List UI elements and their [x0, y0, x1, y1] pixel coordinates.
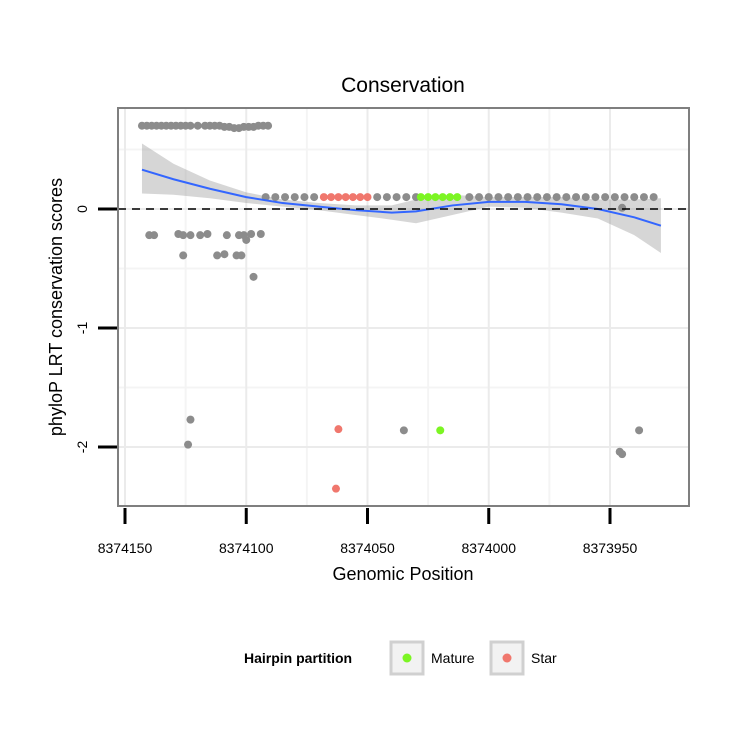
point-other	[256, 229, 265, 238]
point-mature	[431, 193, 440, 202]
point-other	[247, 229, 256, 238]
y-axis: 0 -1 -2	[74, 205, 117, 453]
point-other	[213, 251, 222, 260]
point-other	[150, 231, 159, 240]
plot-panel	[117, 107, 690, 507]
point-other	[513, 193, 522, 202]
point-other	[281, 193, 290, 202]
point-other	[310, 193, 319, 202]
x-axis: 8374150 8374100 8374050 8374000 8373950	[98, 508, 638, 556]
point-mature	[438, 193, 447, 202]
panel-background	[118, 108, 689, 506]
point-other	[552, 193, 561, 202]
point-other	[186, 231, 195, 240]
chart-title: Conservation	[341, 74, 465, 97]
point-other	[271, 193, 280, 202]
point-other	[196, 231, 205, 240]
point-other	[618, 203, 627, 212]
point-other	[179, 251, 188, 260]
point-other	[382, 193, 391, 202]
minor-gridlines	[118, 108, 689, 506]
point-other	[184, 440, 193, 449]
point-other	[465, 193, 474, 202]
smooth-line	[141, 168, 662, 227]
point-other	[392, 193, 401, 202]
point-other	[242, 235, 251, 244]
point-other	[237, 251, 246, 260]
y-tick-label: -2	[74, 441, 90, 454]
point-other	[222, 231, 231, 240]
point-other	[203, 229, 212, 238]
point-mature	[416, 193, 425, 202]
point-other	[264, 121, 273, 130]
point-star	[356, 193, 365, 202]
point-star	[319, 193, 328, 202]
point-mature	[424, 193, 433, 202]
point-other	[186, 415, 195, 424]
point-other	[630, 193, 639, 202]
point-other	[542, 193, 551, 202]
y-tick-label: -1	[74, 322, 90, 335]
point-star	[341, 193, 350, 202]
point-other	[249, 272, 258, 281]
point-other	[475, 193, 484, 202]
point-star	[327, 193, 336, 202]
point-other	[610, 193, 619, 202]
legend-title: Hairpin partition	[244, 650, 352, 666]
x-tick-label: 8374100	[219, 540, 274, 556]
point-other	[504, 193, 513, 202]
point-star	[334, 193, 343, 202]
point-other	[562, 193, 571, 202]
point-other	[581, 193, 590, 202]
legend: Hairpin partition Mature Star	[244, 640, 557, 676]
point-other	[179, 231, 188, 240]
point-other	[620, 193, 629, 202]
panel-border	[117, 107, 690, 507]
point-other	[618, 450, 627, 459]
point-other	[494, 193, 503, 202]
x-tick-label: 8374150	[98, 540, 153, 556]
y-axis-label: phyloP LRT conservation scores	[46, 178, 66, 436]
point-mature	[445, 193, 454, 202]
point-other	[533, 193, 542, 202]
point-star	[331, 484, 340, 493]
x-axis-label: Genomic Position	[332, 564, 473, 584]
data-points	[137, 121, 658, 493]
x-tick-label: 8374050	[340, 540, 395, 556]
point-mature	[436, 426, 445, 435]
point-star	[348, 193, 357, 202]
point-other	[591, 193, 600, 202]
point-other	[639, 193, 648, 202]
legend-key-star	[489, 640, 525, 676]
point-other	[300, 193, 309, 202]
point-other	[601, 193, 610, 202]
y-tick-label: 0	[74, 205, 90, 213]
legend-label-mature: Mature	[431, 650, 475, 666]
point-other	[572, 193, 581, 202]
point-other	[290, 193, 299, 202]
point-other	[402, 193, 411, 202]
point-star	[334, 425, 343, 434]
point-other	[186, 121, 195, 130]
point-mature	[453, 193, 462, 202]
point-other	[220, 250, 229, 259]
x-tick-label: 8374000	[461, 540, 516, 556]
point-other	[484, 193, 493, 202]
legend-star-dot	[502, 653, 512, 663]
x-tick-label: 8373950	[583, 540, 638, 556]
point-other	[635, 426, 644, 435]
point-other	[399, 426, 408, 435]
major-gridlines	[118, 108, 689, 506]
point-other	[649, 193, 658, 202]
point-star	[363, 193, 372, 202]
legend-label-star: Star	[531, 650, 557, 666]
point-other	[193, 121, 202, 130]
loess-line	[141, 168, 662, 227]
point-other	[373, 193, 382, 202]
point-other	[523, 193, 532, 202]
legend-mature-dot	[402, 653, 412, 663]
